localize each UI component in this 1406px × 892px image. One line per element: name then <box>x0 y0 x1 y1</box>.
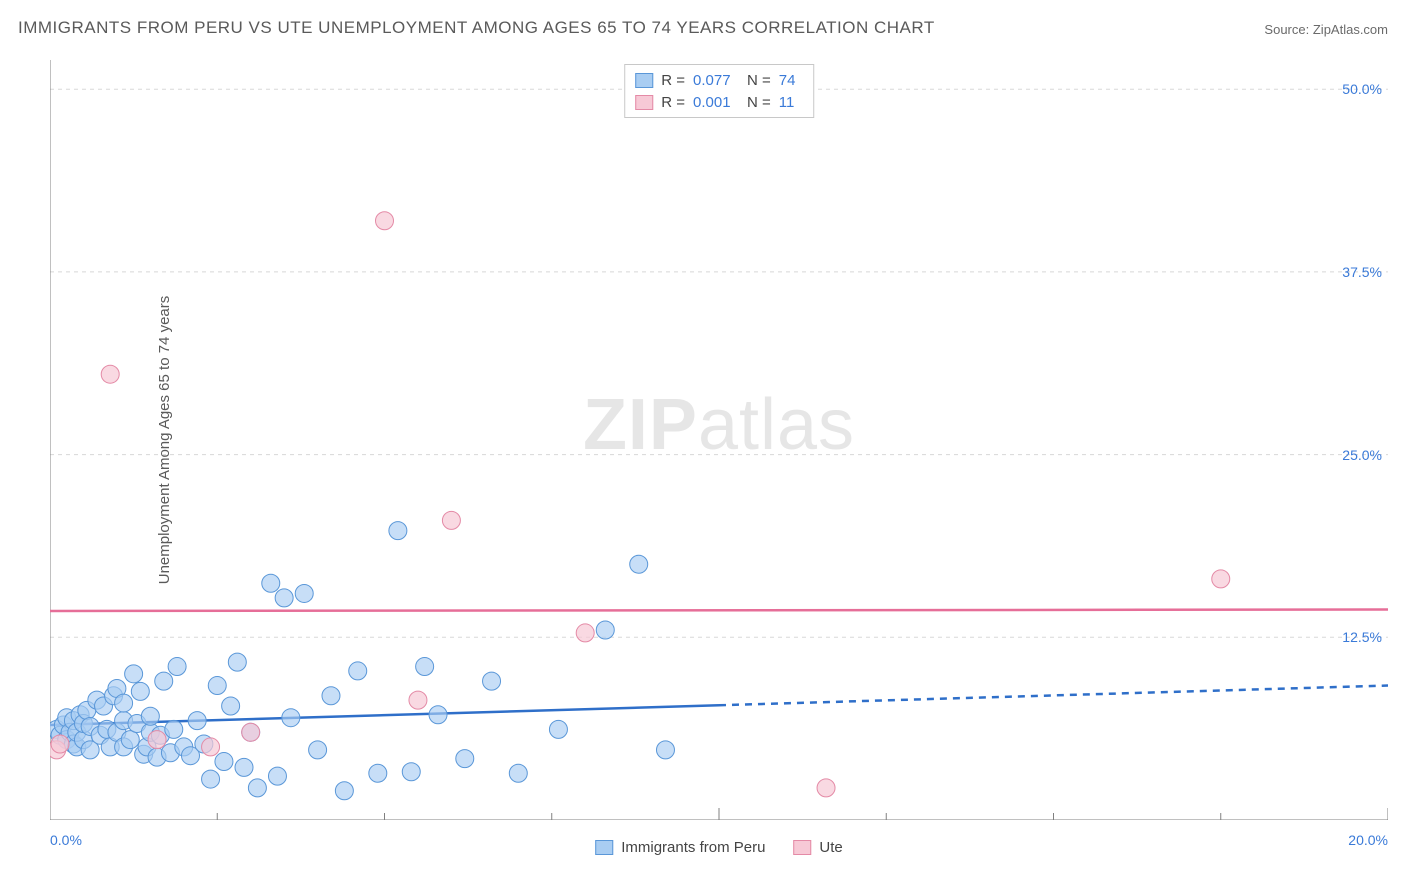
scatter-plot <box>50 60 1388 820</box>
stat-n-label: N = <box>747 94 771 111</box>
legend-label: Immigrants from Peru <box>621 839 765 856</box>
stat-r-label: R = <box>661 72 685 89</box>
y-tick-label: 37.5% <box>1342 264 1382 280</box>
legend-label: Ute <box>819 839 842 856</box>
stat-r-label: R = <box>661 94 685 111</box>
source-link[interactable]: ZipAtlas.com <box>1313 22 1388 37</box>
legend-item: Immigrants from Peru <box>595 839 765 856</box>
stats-legend: R = 0.077 N = 74 R = 0.001 N = 11 <box>624 64 814 118</box>
chart-title: IMMIGRANTS FROM PERU VS UTE UNEMPLOYMENT… <box>18 18 935 38</box>
legend-swatch <box>793 840 811 855</box>
series-legend: Immigrants from Peru Ute <box>595 839 843 856</box>
source-label: Source: <box>1264 22 1309 37</box>
stat-legend-row: R = 0.001 N = 11 <box>635 91 803 113</box>
y-tick-label: 12.5% <box>1342 629 1382 645</box>
x-tick-label: 20.0% <box>1348 832 1388 848</box>
chart-area: Unemployment Among Ages 65 to 74 years Z… <box>50 60 1388 820</box>
x-tick-label: 0.0% <box>50 832 82 848</box>
stat-r-value: 0.077 <box>693 72 739 89</box>
stat-n-value: 11 <box>779 94 803 111</box>
legend-swatch <box>595 840 613 855</box>
source-attrib: Source: ZipAtlas.com <box>1264 22 1388 37</box>
stat-legend-row: R = 0.077 N = 74 <box>635 69 803 91</box>
legend-swatch <box>635 95 653 110</box>
y-tick-label: 25.0% <box>1342 447 1382 463</box>
legend-item: Ute <box>793 839 842 856</box>
stat-r-value: 0.001 <box>693 94 739 111</box>
legend-swatch <box>635 73 653 88</box>
stat-n-label: N = <box>747 72 771 89</box>
stat-n-value: 74 <box>779 72 803 89</box>
y-tick-label: 50.0% <box>1342 81 1382 97</box>
